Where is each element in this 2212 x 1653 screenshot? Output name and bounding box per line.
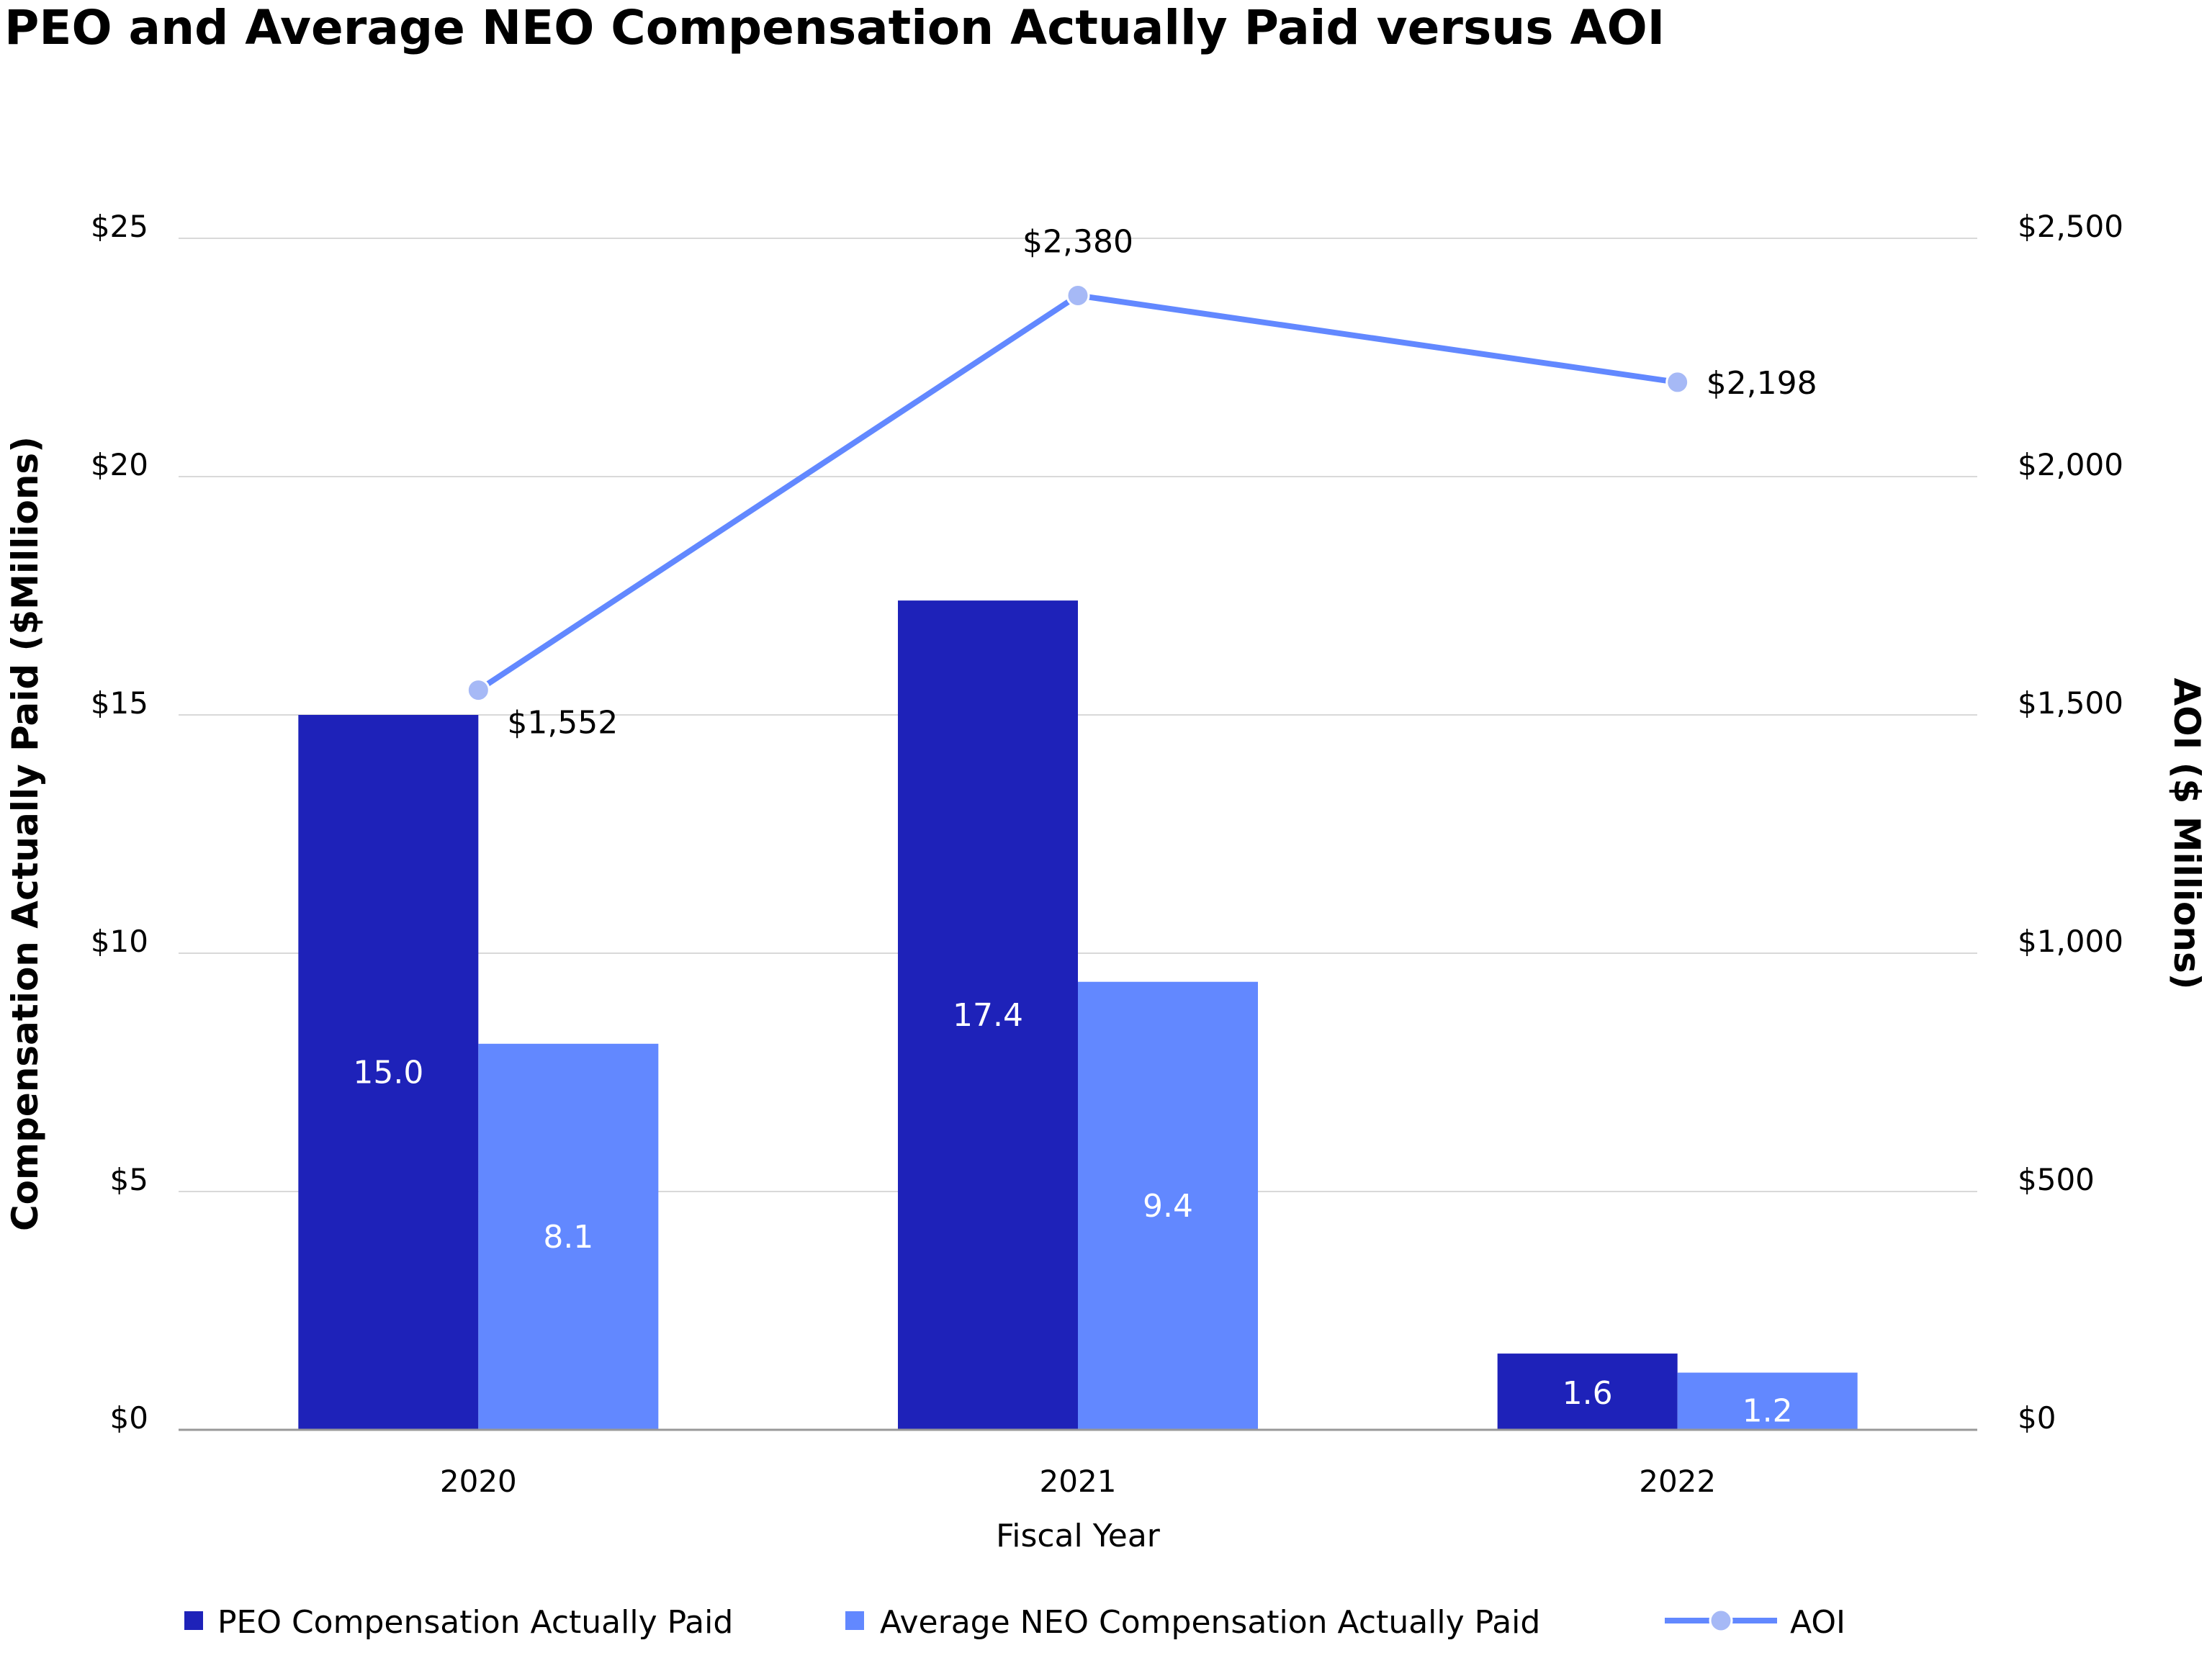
neo-bar bbox=[1677, 1372, 1858, 1430]
peo-bar-label: 1.6 bbox=[1563, 1375, 1613, 1412]
y-tick-label: $15 bbox=[91, 685, 148, 721]
neo-bar-label: 8.1 bbox=[543, 1219, 593, 1256]
legend-label-neo: Average NEO Compensation Actually Paid bbox=[880, 1604, 1540, 1641]
legend-swatch-peo bbox=[184, 1611, 203, 1630]
x-tick-label: 2020 bbox=[440, 1464, 517, 1499]
aoi-point-label: $2,198 bbox=[1707, 365, 1817, 402]
legend-marker-aoi bbox=[1709, 1608, 1733, 1633]
y2-tick-label: $1,500 bbox=[2018, 685, 2123, 721]
peo-bar bbox=[898, 600, 1078, 1430]
y2-tick-label: $500 bbox=[2018, 1162, 2095, 1197]
peo-bar bbox=[298, 715, 479, 1430]
y-tick-label: $0 bbox=[110, 1400, 148, 1436]
y-axis-title: Compensation Actually Paid ($Millions) bbox=[4, 436, 46, 1231]
x-tick-label: 2021 bbox=[1040, 1464, 1117, 1499]
neo-bar bbox=[478, 1043, 659, 1430]
y-tick-label: $20 bbox=[91, 447, 148, 482]
chart-title: PEO and Average NEO Compensation Actuall… bbox=[4, 0, 1665, 55]
aoi-point-label: $1,552 bbox=[507, 705, 618, 742]
x-axis-title: Fiscal Year bbox=[996, 1518, 1161, 1554]
y-tick-label: $25 bbox=[91, 209, 148, 244]
legend-swatch-neo bbox=[845, 1611, 864, 1630]
y-tick-label: $10 bbox=[91, 924, 148, 959]
y2-tick-label: $0 bbox=[2018, 1400, 2056, 1436]
neo-bar-label: 1.2 bbox=[1743, 1393, 1793, 1430]
peo-bar-label: 17.4 bbox=[953, 997, 1023, 1034]
legend-label-peo: PEO Compensation Actually Paid bbox=[217, 1604, 733, 1641]
y2-tick-label: $2,000 bbox=[2018, 447, 2123, 482]
aoi-point bbox=[1066, 283, 1090, 307]
legend-label-aoi: AOI bbox=[1790, 1604, 1845, 1641]
y-tick-label: $5 bbox=[110, 1162, 148, 1197]
aoi-point bbox=[466, 678, 490, 703]
peo-bar bbox=[1497, 1354, 1678, 1430]
y2-axis-title: AOI ($ Millions) bbox=[2166, 677, 2208, 989]
y2-tick-label: $1,000 bbox=[2018, 924, 2123, 959]
peo-bar-label: 15.0 bbox=[353, 1055, 423, 1091]
aoi-point-label: $2,380 bbox=[1022, 223, 1133, 260]
x-tick-label: 2022 bbox=[1639, 1464, 1716, 1499]
aoi-point bbox=[1665, 370, 1690, 395]
neo-bar-label: 9.4 bbox=[1143, 1188, 1193, 1225]
neo-bar bbox=[1078, 981, 1258, 1430]
y2-tick-label: $2,500 bbox=[2018, 209, 2123, 244]
